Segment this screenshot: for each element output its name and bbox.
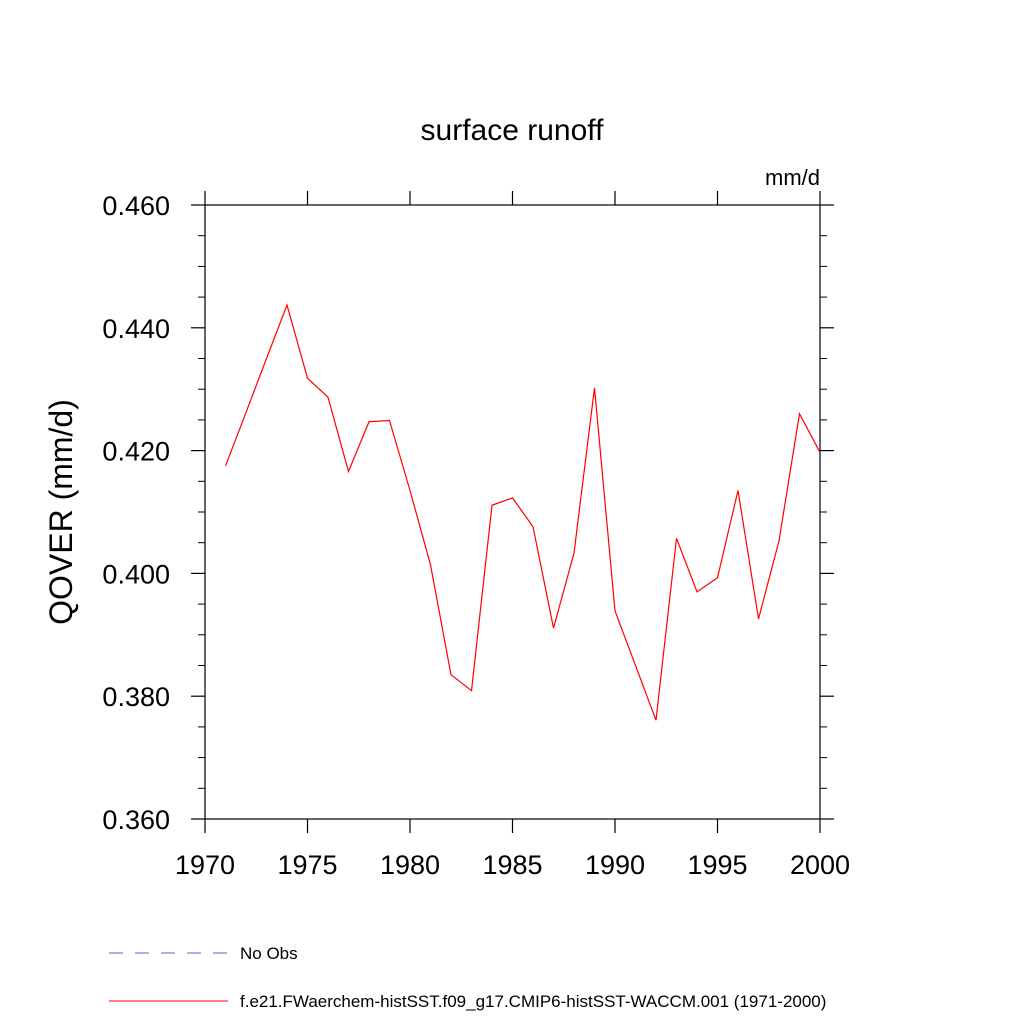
axis-tick-labels: 1970 1975 1980 1985 1990 1995 2000 0.360 0.380 0.…	[102, 191, 850, 880]
x-tick-label: 1995	[687, 850, 747, 880]
x-tick-label: 1990	[585, 850, 645, 880]
legend-label: No Obs	[240, 944, 298, 963]
x-tick-label: 1970	[175, 850, 235, 880]
y-axis-label: QOVER (mm/d)	[43, 399, 79, 625]
plot-frame-group	[204, 204, 821, 820]
units-label: mm/d	[765, 165, 820, 190]
x-tick-label: 2000	[790, 850, 850, 880]
legend-label: f.e21.FWaerchem-histSST.f09_g17.CMIP6-hi…	[240, 992, 826, 1011]
plot-frame	[204, 204, 821, 820]
x-tick-label: 1985	[482, 850, 542, 880]
y-tick-label: 0.420	[102, 437, 170, 467]
y-tick-label: 0.360	[102, 805, 170, 835]
x-tick-label: 1975	[277, 850, 337, 880]
y-tick-label: 0.380	[102, 682, 170, 712]
y-tick-label: 0.400	[102, 559, 170, 589]
chart-title: surface runoff	[421, 114, 605, 147]
series-lines	[224, 303, 821, 721]
legend: No Obs f.e21.FWaerchem-histSST.f09_g17.CM…	[109, 944, 826, 1011]
x-tick-label: 1980	[380, 850, 440, 880]
axis-ticks	[191, 191, 834, 833]
y-tick-label: 0.440	[102, 314, 170, 344]
y-tick-label: 0.460	[102, 191, 170, 221]
series-line	[224, 303, 821, 721]
